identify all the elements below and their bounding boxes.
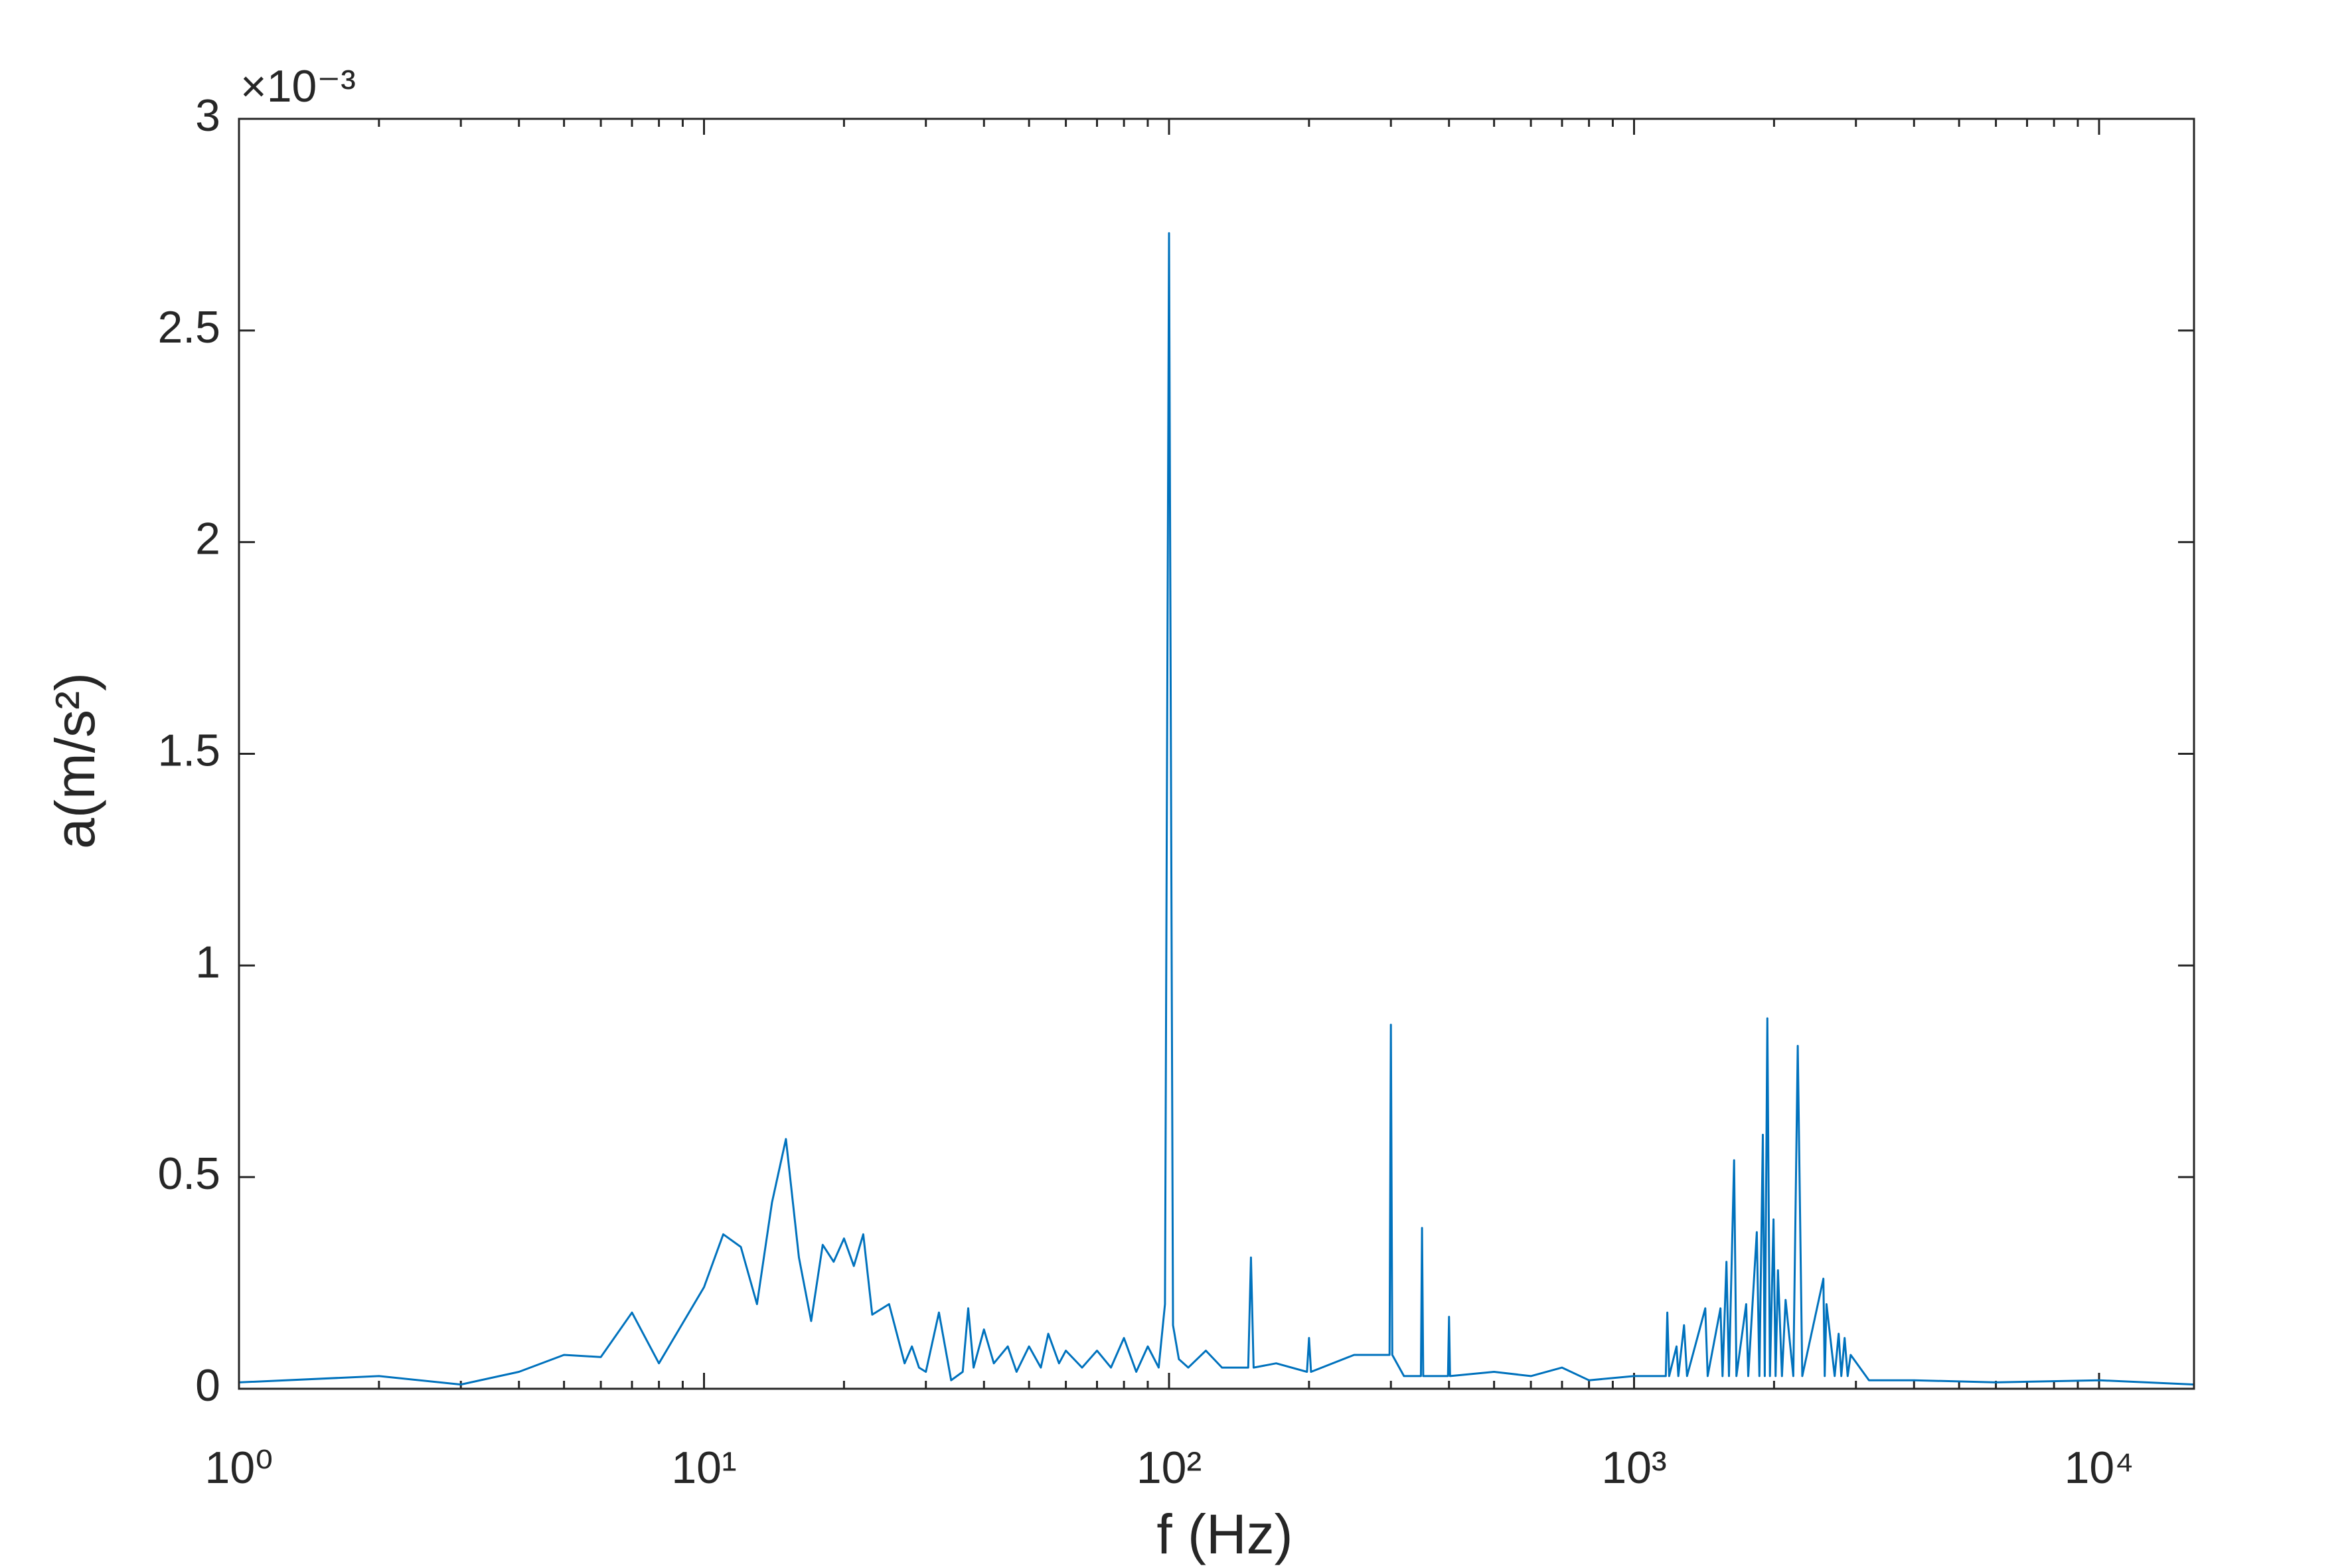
data-line xyxy=(238,232,2195,1386)
y-tick-label: 0 xyxy=(195,1360,220,1411)
x-tick-label: 10⁴ xyxy=(2065,1443,2134,1493)
y-tick-label: 2 xyxy=(195,514,220,564)
y-tick-label: 3 xyxy=(195,90,220,141)
x-axis-label: f (Hz) xyxy=(1156,1503,1293,1565)
y-tick-label: 0.5 xyxy=(157,1148,220,1199)
y-tick-label: 2.5 xyxy=(157,302,220,353)
x-tick-label: 10¹ xyxy=(671,1443,736,1493)
x-tick-label: 10⁰ xyxy=(205,1443,274,1493)
x-tick-label: 10³ xyxy=(1601,1443,1666,1493)
y-axis-label: a(m/s²) xyxy=(44,672,106,849)
y-tick-label: 1 xyxy=(195,937,220,987)
axes-box xyxy=(238,118,2195,1390)
y-exponent-label: ×10⁻³ xyxy=(240,61,356,112)
x-tick-label: 10² xyxy=(1137,1443,1202,1493)
y-tick-label: 1.5 xyxy=(157,725,220,775)
